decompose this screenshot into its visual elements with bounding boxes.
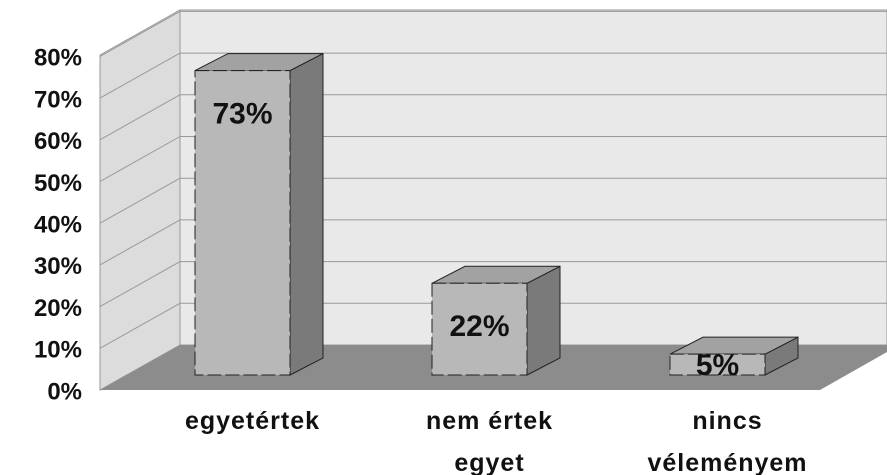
value-label: 22% [449,310,509,343]
bar [431,282,528,376]
value-label: 73% [212,98,272,131]
grid-line [99,177,181,224]
y-tick-label: 60% [34,128,82,155]
x-tick-label: nem értek egyet [425,407,554,475]
grid-line [99,219,181,266]
bar-side [289,52,324,376]
grid-line [99,94,181,141]
grid-line [99,136,181,182]
y-tick-label: 70% [34,86,82,113]
side-wall [99,9,181,391]
grid-line [99,302,181,349]
y-tick-label: 80% [34,45,82,72]
bar-side [526,265,561,376]
grid-line [99,52,181,99]
y-tick-label: 10% [34,337,82,364]
y-tick-label: 0% [47,378,82,405]
y-tick-label: 20% [34,295,82,322]
y-tick-label: 50% [34,170,82,197]
x-tick-label: nincs véleményem [647,407,808,475]
grid-line [99,261,181,308]
bar [669,353,766,376]
value-label: 5% [696,349,739,382]
x-tick-label: egyetértek [184,407,321,435]
bar [194,70,291,376]
y-tick-label: 30% [34,253,82,280]
grid-line [99,10,181,57]
y-tick-label: 40% [34,212,82,239]
